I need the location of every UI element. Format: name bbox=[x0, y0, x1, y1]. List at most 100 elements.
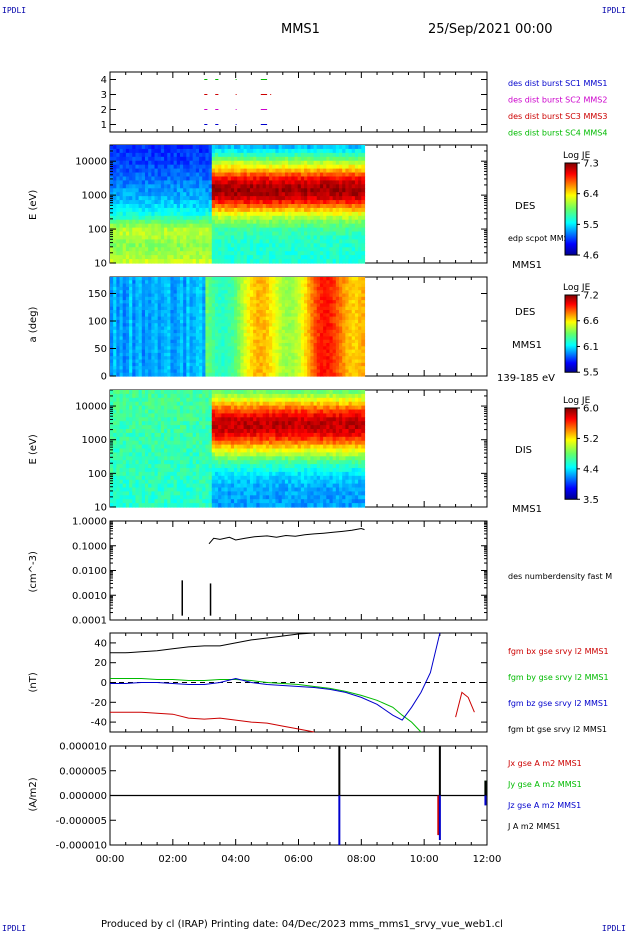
des-energy-cell bbox=[141, 196, 146, 201]
des-energy-cell bbox=[144, 148, 149, 154]
des-energy-cell bbox=[304, 239, 308, 244]
des-pitch-cell bbox=[243, 323, 248, 328]
des-energy-cell bbox=[164, 243, 168, 248]
des-pitch-cell bbox=[154, 339, 159, 344]
des-pitch-cell bbox=[269, 286, 273, 291]
des-energy-cell bbox=[262, 215, 267, 221]
des-energy-cell bbox=[173, 204, 178, 209]
des-energy-cell bbox=[319, 215, 324, 221]
des-pitch-cell bbox=[316, 313, 321, 318]
des-pitch-cell bbox=[262, 313, 267, 318]
des-energy-cell bbox=[116, 231, 121, 237]
des-energy-cell bbox=[253, 160, 257, 166]
des-energy-cell bbox=[189, 219, 194, 225]
des-pitch-cell bbox=[326, 293, 331, 298]
des-pitch-cell bbox=[278, 359, 283, 364]
des-energy-cell bbox=[110, 231, 114, 237]
des-pitch-cell bbox=[227, 346, 232, 351]
des-energy-cell bbox=[288, 223, 292, 229]
des-energy-cell bbox=[129, 219, 133, 225]
des-pitch-cell bbox=[294, 343, 299, 347]
des-pitch-cell bbox=[138, 296, 143, 301]
des-energy-cell bbox=[135, 223, 140, 229]
des-pitch-cell bbox=[281, 346, 286, 351]
des-pitch-cell bbox=[284, 306, 289, 311]
des-energy-cell bbox=[179, 235, 184, 240]
des-pitch-cell bbox=[291, 303, 296, 308]
des-pitch-cell bbox=[246, 362, 251, 367]
des-pitch-cell bbox=[304, 300, 308, 304]
des-pitch-cell bbox=[253, 303, 257, 308]
des-energy-cell bbox=[300, 152, 305, 158]
des-energy-cell bbox=[354, 223, 359, 229]
des-energy-cell bbox=[202, 168, 207, 174]
des-energy-cell bbox=[259, 145, 264, 150]
des-pitch-cell bbox=[170, 366, 175, 370]
des-pitch-cell bbox=[262, 329, 267, 334]
des-energy-cell bbox=[148, 207, 152, 213]
des-pitch-cell bbox=[278, 280, 283, 285]
des-pitch-cell bbox=[224, 369, 229, 374]
des-energy-cell bbox=[240, 172, 245, 178]
des-energy-cell bbox=[176, 152, 181, 158]
des-energy-cell bbox=[243, 156, 248, 162]
des-energy-cell bbox=[218, 227, 222, 233]
des-pitch-cell bbox=[122, 290, 127, 295]
des-energy-cell bbox=[345, 243, 350, 248]
des-energy-cell bbox=[135, 219, 140, 225]
des-energy-cell bbox=[335, 180, 340, 185]
des-pitch-cell bbox=[151, 333, 156, 337]
des-energy-cell bbox=[144, 259, 149, 264]
des-energy-cell bbox=[138, 219, 143, 225]
des-pitch-cell bbox=[192, 310, 197, 314]
des-energy-cell bbox=[119, 227, 124, 233]
des-energy-cell bbox=[186, 227, 191, 233]
des-pitch-cell bbox=[275, 366, 280, 370]
des-pitch-cell bbox=[151, 303, 156, 308]
des-energy-cell bbox=[224, 168, 229, 174]
des-energy-cell bbox=[129, 196, 133, 201]
des-pitch-cell bbox=[138, 339, 143, 344]
des-energy-cell bbox=[227, 255, 232, 260]
des-pitch-cell bbox=[304, 356, 308, 361]
des-pitch-cell bbox=[243, 339, 248, 344]
des-pitch-cell bbox=[265, 286, 270, 291]
des-energy-cell bbox=[122, 247, 127, 252]
des-energy-cell bbox=[227, 160, 232, 166]
des-pitch-cell bbox=[246, 283, 251, 288]
des-energy-cell bbox=[154, 164, 159, 170]
des-pitch-cell bbox=[119, 286, 124, 291]
des-pitch-cell bbox=[240, 286, 245, 291]
des-pitch-cell bbox=[224, 333, 229, 337]
des-energy-cell bbox=[265, 168, 270, 174]
des-energy-cell bbox=[345, 235, 350, 240]
des-energy-cell bbox=[281, 223, 286, 229]
des-energy-cell bbox=[348, 164, 353, 170]
des-energy-cell bbox=[323, 204, 327, 209]
des-energy-cell bbox=[237, 207, 242, 213]
des-energy-cell bbox=[205, 176, 210, 181]
des-energy-cell bbox=[110, 204, 114, 209]
des-pitch-cell bbox=[183, 303, 187, 308]
des-energy-cell bbox=[326, 247, 331, 252]
des-energy-cell bbox=[345, 148, 350, 154]
des-energy-cell bbox=[186, 164, 191, 170]
des-energy-cell bbox=[345, 259, 350, 264]
des-energy-cell bbox=[125, 227, 130, 233]
des-pitch-cell bbox=[116, 349, 121, 354]
des-energy-cell bbox=[148, 152, 152, 158]
des-energy-cell bbox=[262, 172, 267, 178]
des-energy-cell bbox=[297, 223, 302, 229]
des-pitch-cell bbox=[116, 319, 121, 324]
des-energy-cell bbox=[230, 204, 235, 209]
des-energy-cell bbox=[113, 219, 117, 225]
des-energy-cell bbox=[119, 259, 124, 264]
des-pitch-cell bbox=[319, 339, 324, 344]
des-energy-cell bbox=[269, 204, 273, 209]
des-pitch-cell bbox=[154, 369, 159, 374]
des-energy-cell bbox=[227, 196, 232, 201]
des-energy-cell bbox=[249, 160, 254, 166]
des-pitch-cell bbox=[262, 326, 267, 331]
des-pitch-cell bbox=[119, 290, 124, 295]
des-pitch-cell bbox=[176, 277, 181, 281]
